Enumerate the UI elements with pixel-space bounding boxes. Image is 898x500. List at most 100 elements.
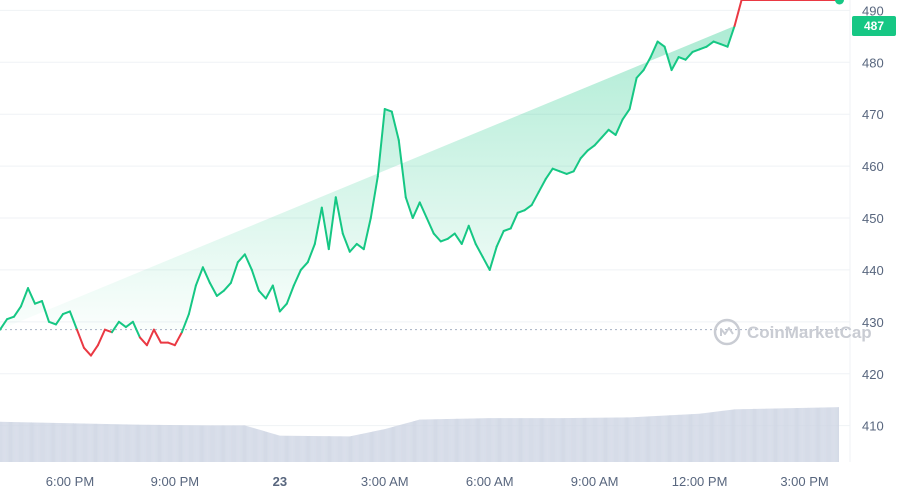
price-line-segment bbox=[117, 320, 127, 329]
price-line-segment bbox=[733, 0, 743, 27]
y-tick-label: 420 bbox=[862, 367, 884, 382]
price-line-segment bbox=[481, 255, 491, 271]
price-line-segment bbox=[621, 108, 631, 121]
price-line-segment bbox=[348, 242, 358, 253]
price-line-segment bbox=[173, 331, 183, 347]
y-tick-label: 480 bbox=[862, 55, 884, 70]
price-line-segment bbox=[341, 232, 351, 253]
price-line-segment bbox=[432, 232, 442, 243]
grid-lines bbox=[0, 0, 851, 462]
price-line-segment bbox=[250, 268, 260, 292]
price-line-segment bbox=[544, 167, 554, 181]
price-line-segment bbox=[684, 50, 694, 61]
price-line-segment bbox=[642, 56, 652, 72]
price-line-segment bbox=[306, 242, 316, 264]
current-price-badge bbox=[852, 15, 896, 36]
x-tick-label: 9:00 PM bbox=[151, 474, 199, 489]
price-line-segment bbox=[502, 227, 512, 232]
x-tick-label: 6:00 PM bbox=[46, 474, 94, 489]
price-line bbox=[0, 0, 841, 357]
price-line-segment bbox=[103, 328, 113, 334]
price-line-segment bbox=[54, 313, 64, 326]
price-line-segment bbox=[523, 204, 533, 212]
price-line-segment bbox=[495, 230, 505, 248]
price-line-segment bbox=[89, 344, 99, 357]
price-line-segment bbox=[278, 302, 288, 313]
price-line-segment bbox=[257, 289, 267, 300]
x-tick-label: 9:00 AM bbox=[571, 474, 619, 489]
price-line-segment bbox=[376, 108, 386, 178]
price-line-segment bbox=[446, 232, 456, 240]
price-line-segment bbox=[124, 320, 134, 329]
price-line-segment bbox=[698, 45, 708, 51]
price-line-segment bbox=[82, 346, 92, 357]
price-line-segment bbox=[292, 268, 302, 287]
coinmarketcap-watermark: CoinMarketCap bbox=[713, 318, 872, 346]
y-tick-label: 440 bbox=[862, 263, 884, 278]
price-line-segment bbox=[180, 313, 190, 334]
price-line-segment bbox=[663, 45, 673, 72]
price-line-segment bbox=[565, 170, 575, 175]
price-line-segment bbox=[418, 201, 428, 220]
price-area-fill bbox=[0, 25, 735, 330]
coinmarketcap-logo-icon bbox=[713, 318, 741, 346]
price-line-segment bbox=[614, 118, 624, 136]
price-line-segment bbox=[320, 206, 330, 251]
price-line-segment bbox=[579, 149, 589, 160]
price-line-segment bbox=[166, 341, 176, 347]
price-line-segment bbox=[208, 281, 218, 297]
price-line-segment bbox=[285, 284, 295, 305]
price-line-segment bbox=[691, 48, 701, 53]
price-line-segment bbox=[299, 261, 309, 271]
price-line-segment bbox=[5, 315, 15, 321]
price-line-segment bbox=[12, 305, 22, 318]
watermark-text: CoinMarketCap bbox=[747, 323, 872, 342]
current-price-dot bbox=[835, 0, 845, 5]
price-line-segment bbox=[656, 40, 666, 48]
y-tick-label: 450 bbox=[862, 211, 884, 226]
price-line-segment bbox=[236, 253, 246, 264]
price-line-segment bbox=[327, 196, 337, 251]
price-line-segment bbox=[551, 167, 561, 173]
price-line-segment bbox=[0, 318, 8, 331]
price-line-segment bbox=[68, 310, 78, 331]
x-tick-label: 3:00 AM bbox=[361, 474, 409, 489]
y-tick-label: 410 bbox=[862, 419, 884, 434]
price-line-segment bbox=[467, 224, 477, 245]
price-line-segment bbox=[61, 310, 71, 316]
price-line-segment bbox=[243, 253, 253, 271]
price-line-segment bbox=[460, 224, 470, 245]
price-line-segment bbox=[145, 328, 155, 347]
current-price-marker: 487 bbox=[835, 0, 896, 36]
price-line-segment bbox=[33, 300, 43, 305]
price-line-segment bbox=[439, 237, 449, 243]
price-line-segment bbox=[152, 328, 162, 344]
price-line-segment bbox=[635, 69, 645, 79]
price-line-segment bbox=[726, 24, 736, 48]
y-tick-label: 430 bbox=[862, 315, 884, 330]
price-line-segment bbox=[712, 40, 722, 46]
price-line-segment bbox=[229, 261, 239, 284]
price-line-segment bbox=[397, 139, 407, 199]
price-line-segment bbox=[705, 40, 715, 48]
price-line-segment bbox=[572, 157, 582, 173]
coinmarketcap-logo-mark bbox=[720, 327, 734, 336]
x-axis: 6:00 PM 9:00 PM 23 3:00 AM 6:00 AM 9:00 AM 12:… bbox=[46, 474, 829, 489]
x-tick-label: 3:00 PM bbox=[780, 474, 828, 489]
price-line-segment bbox=[516, 209, 526, 214]
price-line-segment bbox=[586, 144, 596, 152]
price-line-segment bbox=[40, 300, 50, 323]
price-line-segment bbox=[390, 110, 400, 142]
price-line-segment bbox=[264, 284, 274, 300]
price-line-segment bbox=[404, 196, 414, 220]
x-tick-label: 23 bbox=[273, 474, 287, 489]
price-line-segment bbox=[47, 320, 57, 326]
y-tick-label: 460 bbox=[862, 159, 884, 174]
price-line-segment bbox=[600, 128, 610, 139]
price-line-segment bbox=[313, 206, 323, 245]
price-line-segment bbox=[110, 320, 120, 334]
price-line-segment bbox=[509, 211, 519, 230]
price-line-segment bbox=[26, 287, 36, 305]
